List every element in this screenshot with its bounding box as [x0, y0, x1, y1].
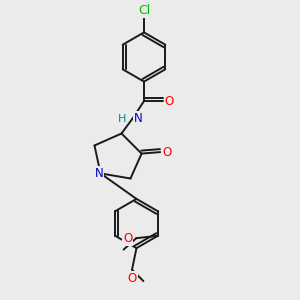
Text: Cl: Cl: [138, 4, 150, 17]
Text: H: H: [118, 113, 126, 124]
Text: O: O: [123, 232, 132, 245]
Text: O: O: [162, 146, 171, 159]
Text: N: N: [134, 112, 143, 125]
Text: O: O: [165, 94, 174, 108]
Text: O: O: [128, 272, 136, 285]
Text: N: N: [94, 167, 103, 180]
